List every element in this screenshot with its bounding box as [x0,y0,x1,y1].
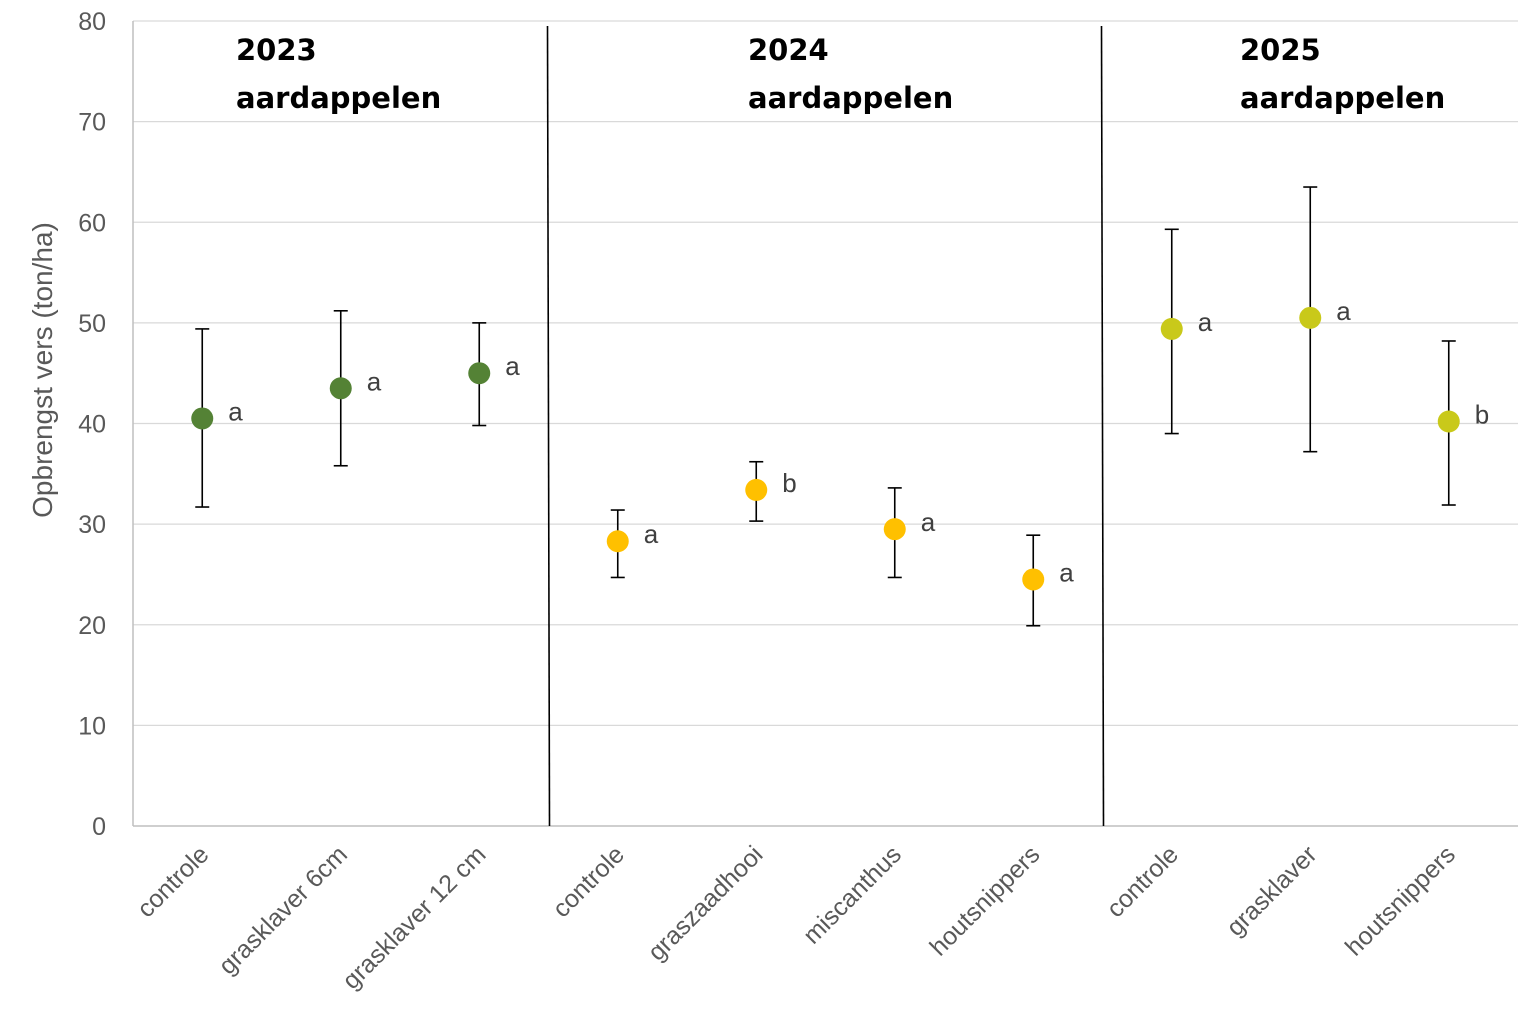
x-tick-label: controle [132,840,215,923]
x-tick-label: miscanthus [798,840,907,949]
data-point [745,478,768,501]
data-point [1160,317,1183,340]
significance-letter: a [505,351,520,381]
y-axis-title: Opbrengst vers (ton/ha) [27,222,58,518]
significance-letter: a [1059,557,1074,587]
group-separator [1100,25,1105,827]
data-point [1437,410,1460,433]
x-tick-label: controle [1101,840,1184,923]
y-tick-label: 30 [78,511,106,539]
group-title-year: 2023 [236,33,317,67]
y-tick-label: 0 [92,813,106,841]
group-separator [546,25,551,827]
data-point [1299,306,1322,329]
significance-letter: a [367,366,382,396]
significance-letter: a [1336,296,1351,326]
data-point [883,518,906,541]
group-title-crop: aardappelen [748,81,953,115]
group-title-crop: aardappelen [236,81,441,115]
y-tick-label: 60 [78,209,106,237]
x-tick-label: grasklaver 12 cm [337,840,491,994]
data-point [191,407,214,430]
x-tick-label: houtsnippers [924,840,1045,961]
data-point [1022,568,1045,591]
significance-letter: a [644,519,659,549]
y-tick-label: 40 [78,411,106,439]
group-title-crop: aardappelen [1240,81,1445,115]
significance-letter: b [782,468,796,498]
y-tick-label: 70 [78,109,106,137]
significance-letter: b [1475,399,1489,429]
y-tick-label: 10 [78,712,106,740]
x-tick-label: grasklaver 6cm [213,840,353,980]
significance-letter: a [921,507,936,537]
group-title-year: 2024 [748,33,829,67]
significance-letter: a [228,396,243,426]
data-point [468,362,491,385]
y-tick-label: 50 [78,310,106,338]
group-title-year: 2025 [1240,33,1321,67]
x-tick-label: houtsnippers [1340,840,1461,961]
x-tick-label: grasklaver [1221,840,1322,941]
x-tick-label: graszaadhooi [643,840,769,966]
data-point [329,377,352,400]
data-point [606,530,629,553]
y-tick-label: 20 [78,612,106,640]
significance-letter: a [1198,307,1213,337]
y-tick-label: 80 [78,8,106,36]
x-tick-label: controle [547,840,630,923]
